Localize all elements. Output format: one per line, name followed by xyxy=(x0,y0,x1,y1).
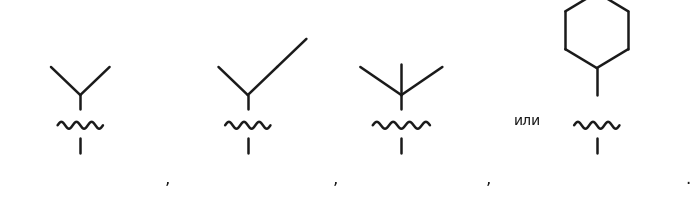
Text: ,: , xyxy=(332,170,338,188)
Text: .: . xyxy=(685,170,690,188)
Text: или: или xyxy=(513,114,541,128)
Text: ,: , xyxy=(486,170,491,188)
Text: ,: , xyxy=(165,170,170,188)
